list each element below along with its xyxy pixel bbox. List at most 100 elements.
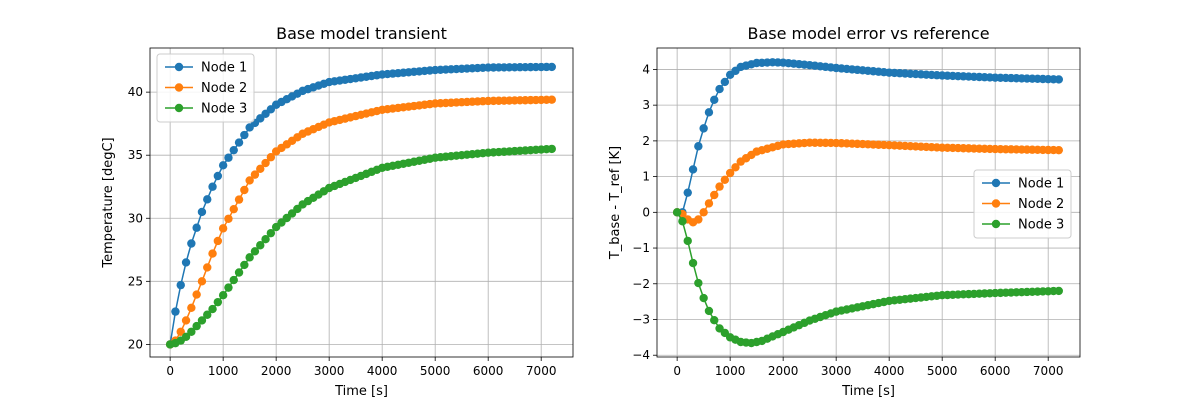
- data-point: [224, 283, 233, 292]
- data-point: [694, 142, 703, 151]
- x-tick-label: 4000: [874, 364, 905, 378]
- data-point: [192, 223, 201, 232]
- data-point: [208, 182, 217, 191]
- y-tick-label: −3: [632, 312, 650, 326]
- data-point: [197, 207, 207, 217]
- x-tick-label: 1000: [208, 364, 239, 378]
- chart-title: Base model error vs reference: [747, 24, 989, 43]
- legend-swatch-marker: [991, 219, 1001, 229]
- series-node-3: [672, 208, 1064, 348]
- x-axis-label: Time [s]: [334, 384, 388, 399]
- data-point: [192, 290, 201, 299]
- data-point: [672, 208, 682, 217]
- data-point: [699, 124, 708, 133]
- axes-frame: [149, 47, 574, 358]
- data-point: [250, 247, 260, 256]
- series-node-1: [165, 62, 556, 349]
- data-point: [197, 316, 207, 325]
- x-tick-label: 5000: [927, 364, 958, 378]
- x-tick-label: 7000: [526, 364, 557, 378]
- data-point: [181, 258, 191, 267]
- y-tick-label: −1: [632, 241, 650, 255]
- y-tick-label: 35: [128, 148, 143, 162]
- data-point: [181, 316, 191, 325]
- legend-entry-label: Node 3: [1018, 218, 1064, 233]
- legend-entry-label: Node 2: [201, 81, 247, 96]
- x-tick-label: 6000: [980, 364, 1011, 378]
- data-point: [266, 153, 276, 162]
- data-point: [240, 130, 249, 140]
- x-tick-label: 2000: [261, 364, 292, 378]
- series-node-2: [165, 95, 556, 349]
- data-point: [245, 176, 254, 185]
- x-tick-label: 6000: [473, 364, 504, 378]
- data-point: [547, 144, 556, 154]
- data-point: [710, 190, 719, 200]
- legend-entry-label: Node 1: [1018, 177, 1064, 192]
- x-tick-label: 4000: [367, 364, 398, 378]
- axes-frame: [656, 47, 1081, 358]
- x-tick-label: 5000: [420, 364, 451, 378]
- x-tick-label: 0: [166, 364, 174, 378]
- data-point: [720, 77, 730, 87]
- data-point: [245, 253, 254, 262]
- data-point: [704, 306, 714, 316]
- x-tick-label: 0: [673, 364, 681, 378]
- data-point: [678, 217, 687, 226]
- x-tick-label: 1000: [715, 364, 746, 378]
- data-point: [187, 327, 196, 336]
- y-axis-label: Temperature [degC]: [101, 137, 116, 268]
- data-point: [266, 228, 276, 238]
- data-point: [1054, 286, 1064, 296]
- legend-entry-label: Node 1: [201, 61, 247, 76]
- x-axis-label: Time [s]: [841, 384, 895, 399]
- data-point: [203, 263, 212, 272]
- data-point: [171, 307, 180, 316]
- data-point: [1054, 75, 1064, 84]
- x-tick-label: 7000: [1033, 364, 1064, 378]
- data-point: [683, 236, 692, 246]
- data-point: [213, 297, 223, 307]
- data-point: [208, 304, 217, 314]
- y-tick-label: −2: [632, 277, 650, 291]
- data-point: [256, 164, 265, 174]
- data-point: [725, 168, 735, 178]
- y-tick-label: 0: [642, 205, 650, 219]
- data-point: [213, 171, 223, 181]
- x-tick-label: 3000: [821, 364, 852, 378]
- chart-1: 0 1000 2000 3000 4000 5000 6000 7000 20 25 30 35 40 B…: [101, 24, 574, 399]
- data-point: [234, 138, 244, 147]
- legend-entry-label: Node 2: [1018, 197, 1064, 212]
- data-point: [218, 161, 228, 170]
- y-tick-label: 20: [128, 337, 143, 351]
- data-point: [547, 62, 556, 72]
- series-node-1: [672, 58, 1064, 217]
- data-point: [688, 165, 698, 174]
- data-point: [694, 278, 703, 288]
- y-tick-label: 25: [128, 274, 143, 288]
- data-point: [704, 108, 714, 117]
- data-point: [176, 280, 185, 290]
- legend: Node 1 Node 2 Node 3: [156, 53, 255, 123]
- data-point: [688, 258, 698, 268]
- x-tick-label: 2000: [768, 364, 799, 378]
- chart-2: 0 1000 2000 3000 4000 5000 6000 7000 −4 −3 −2 −1 0 1 2…: [608, 24, 1081, 399]
- y-tick-label: 1: [642, 170, 650, 184]
- data-point: [176, 327, 185, 336]
- series-node-3: [165, 144, 556, 349]
- series-node-2: [672, 138, 1064, 227]
- data-point: [187, 239, 196, 248]
- data-point: [229, 275, 238, 285]
- y-tick-label: 4: [642, 62, 650, 76]
- legend-swatch-marker: [174, 83, 184, 92]
- data-point: [187, 303, 196, 313]
- data-point: [229, 145, 238, 155]
- data-point: [234, 268, 244, 277]
- legend-entry-label: Node 3: [201, 102, 247, 117]
- data-point: [197, 277, 207, 286]
- data-point: [240, 260, 249, 270]
- data-point: [704, 199, 714, 208]
- data-point: [694, 215, 703, 224]
- y-tick-label: −4: [632, 348, 650, 362]
